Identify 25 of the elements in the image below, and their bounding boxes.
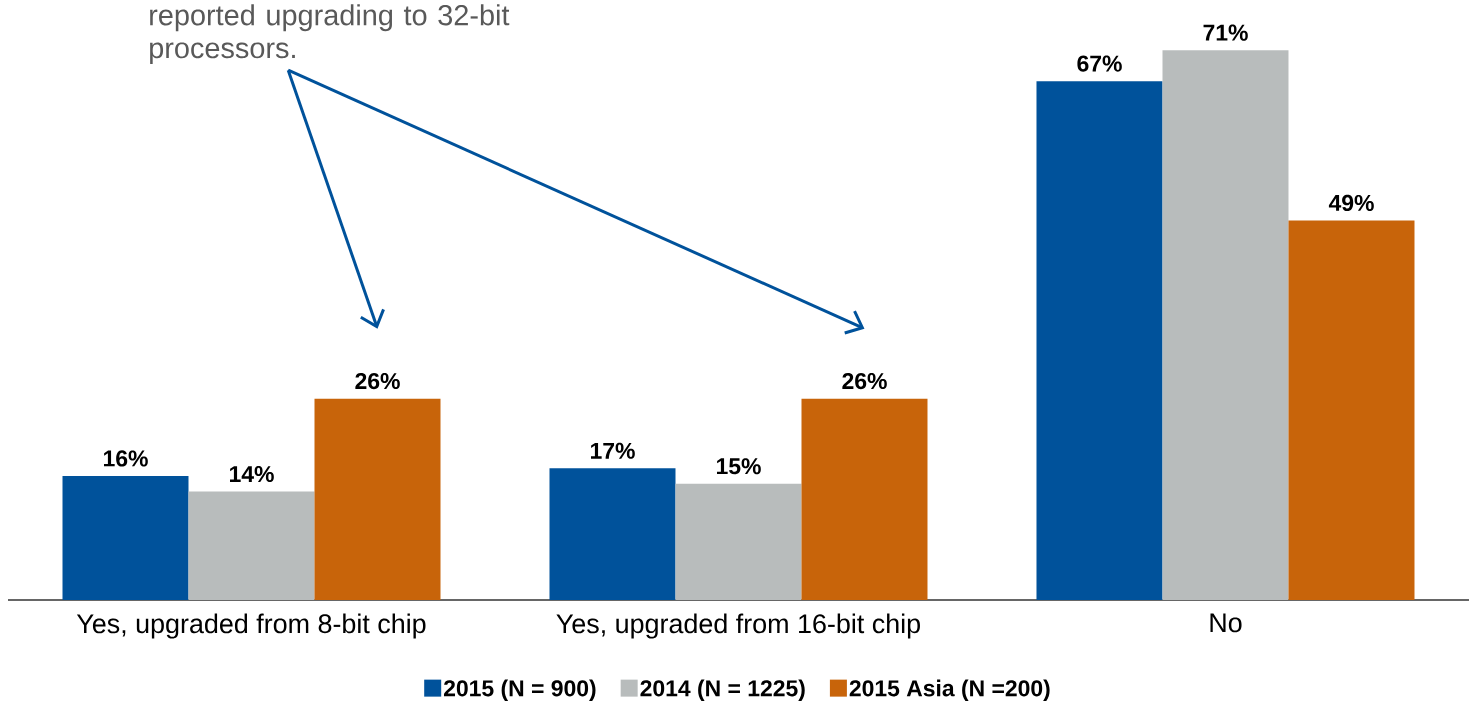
annotation: reported upgrading to 32-bit processors. (150, 4, 510, 64)
data-label: 26% (842, 372, 887, 390)
x-tick-label: Yes, upgraded from 8-bit chip (76, 613, 426, 639)
data-label: 14% (230, 465, 274, 483)
data-label: 17% (591, 442, 635, 459)
bar (62, 476, 189, 600)
bar (801, 398, 928, 600)
data-label: 16% (104, 450, 148, 467)
data-label: 71% (1203, 24, 1248, 41)
data-label: 49% (1328, 194, 1374, 212)
bar (1036, 81, 1163, 600)
bar (1162, 50, 1289, 600)
x-tick-label: Yes, upgraded from 16-bit chip (556, 613, 920, 639)
legend-label: 2014 (N = 1225) (640, 679, 805, 701)
bar (675, 483, 802, 600)
data-label: 26% (355, 372, 400, 390)
data-label: 67% (1077, 55, 1122, 72)
bar (1288, 220, 1415, 600)
bar (188, 491, 315, 600)
legend-label: 2015 (N = 900) (443, 679, 596, 701)
x-tick-label: No (1210, 613, 1242, 633)
bar (549, 468, 676, 600)
data-label: 15% (717, 458, 761, 475)
bar (314, 398, 441, 600)
legend-label: 2015 Asia (N =200) (849, 679, 1050, 701)
